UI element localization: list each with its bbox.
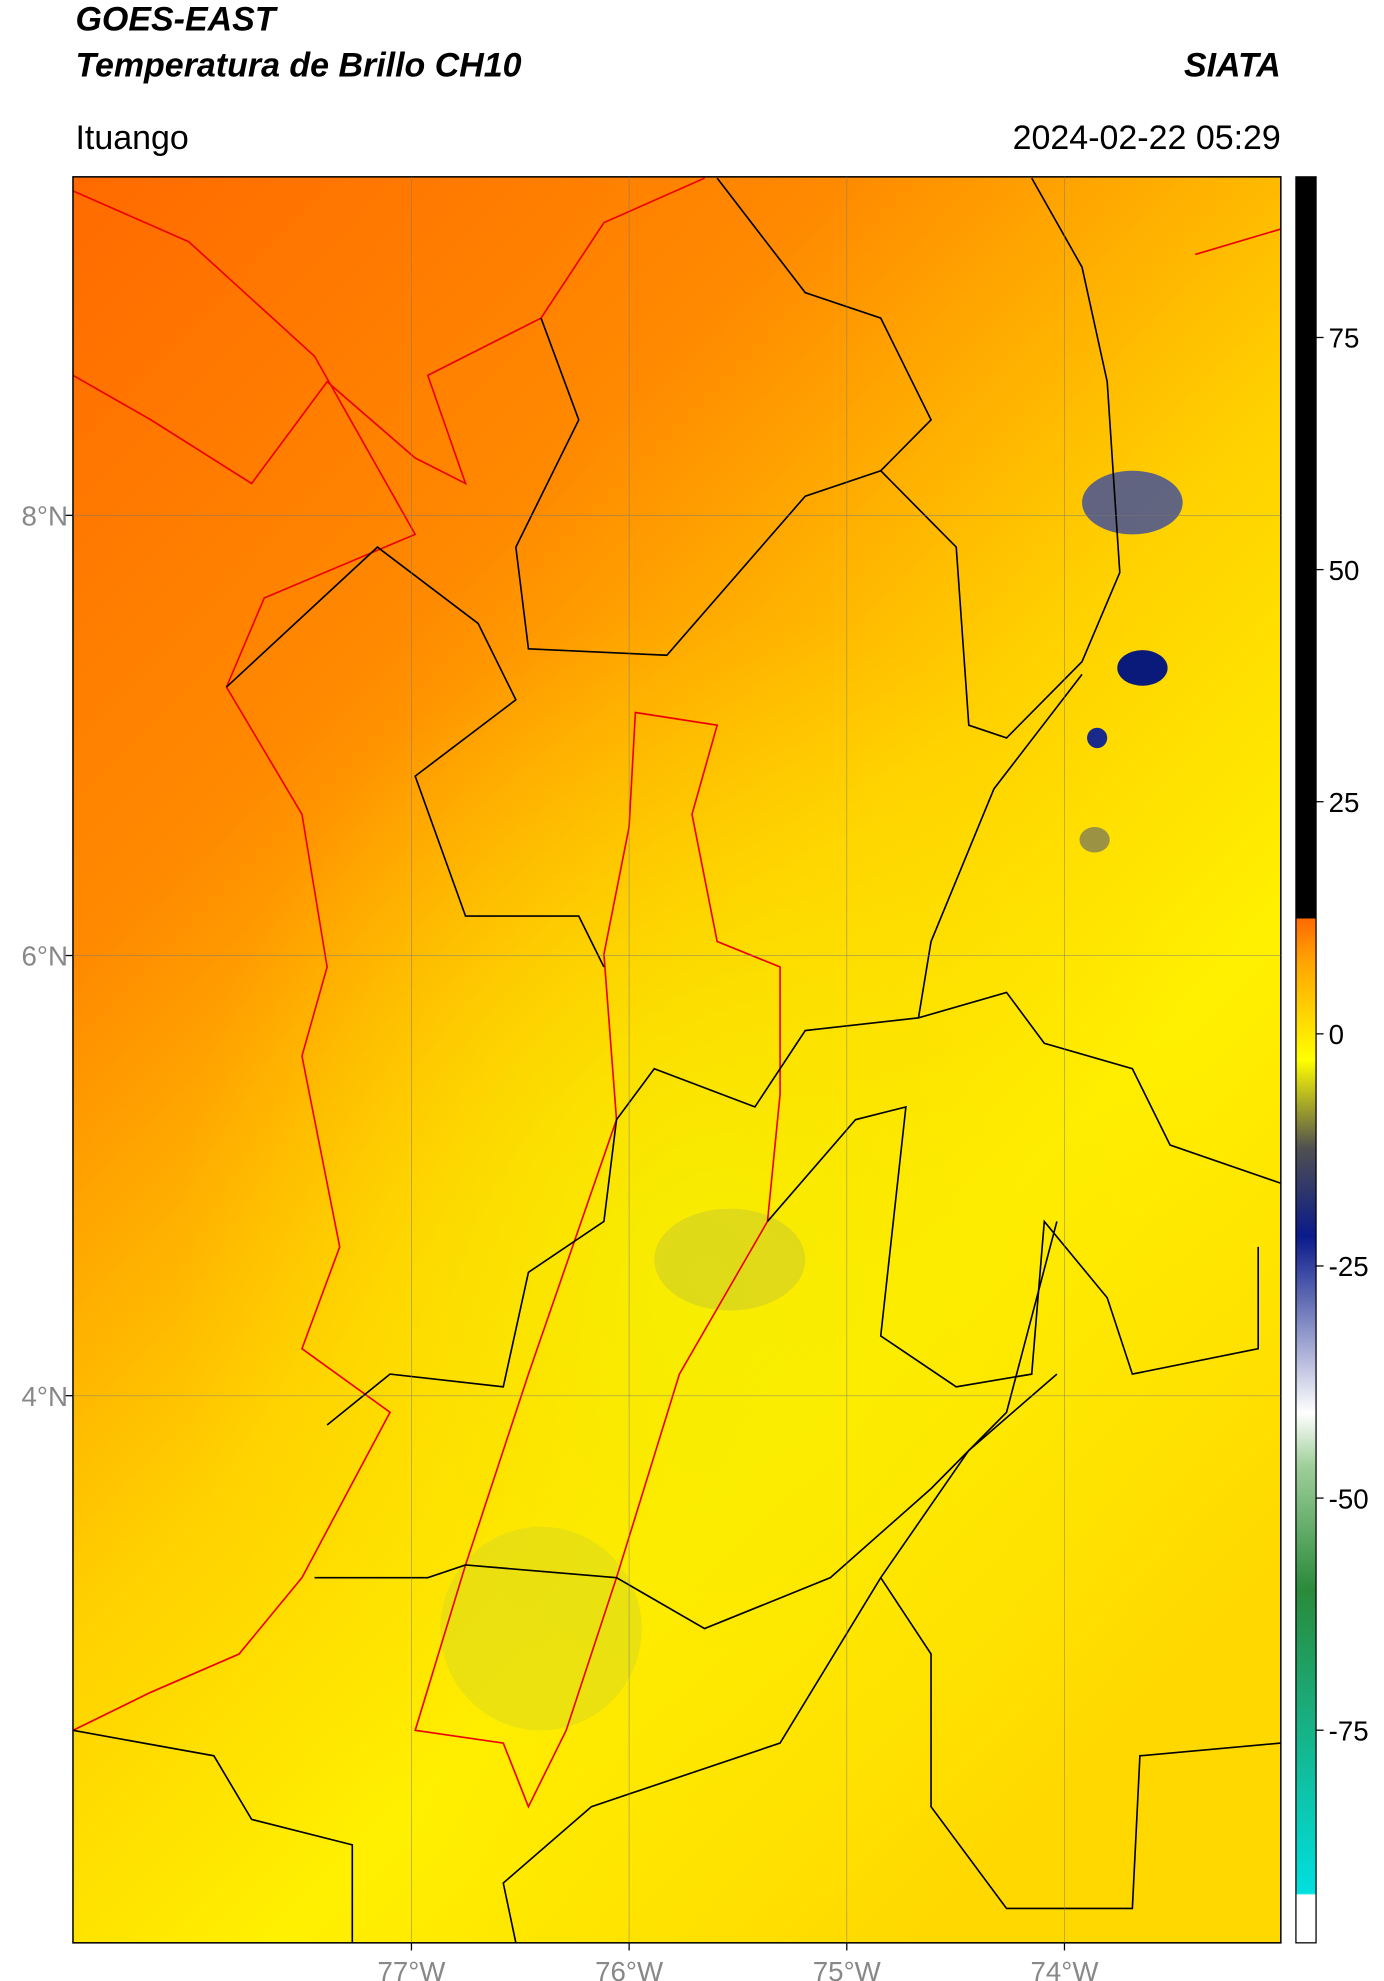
colorbar-tick-label: 0 — [1329, 1019, 1344, 1050]
y-tick-label: 6°N — [22, 941, 68, 972]
colorbar-tick-label: 50 — [1329, 555, 1360, 586]
colorbar-tick-label: -25 — [1329, 1251, 1369, 1282]
colorbar-tick-label: 75 — [1329, 323, 1360, 354]
colorbar-tick-label: -75 — [1329, 1715, 1369, 1746]
x-tick-label: 75°W — [813, 1956, 882, 1981]
map-frame — [72, 176, 1282, 1944]
x-tick-label: 74°W — [1030, 1956, 1099, 1981]
title: GOES-EAST — [75, 0, 278, 38]
y-tick-label: 4°N — [22, 1381, 68, 1412]
location: Ituango — [75, 119, 188, 157]
x-tick-label: 76°W — [595, 1956, 664, 1981]
source: SIATA — [1184, 46, 1281, 84]
datetime: 2024-02-22 05:29 — [1013, 119, 1281, 157]
subtitle: Temperatura de Brillo CH10 — [75, 46, 521, 84]
map-image — [72, 176, 1281, 1943]
colorbar — [1295, 176, 1317, 1944]
colorbar-tick-label: -50 — [1329, 1483, 1369, 1514]
x-tick-label: 77°W — [377, 1956, 446, 1981]
y-tick-label: 8°N — [22, 500, 68, 531]
colorbar-tick-label: 25 — [1329, 787, 1360, 818]
